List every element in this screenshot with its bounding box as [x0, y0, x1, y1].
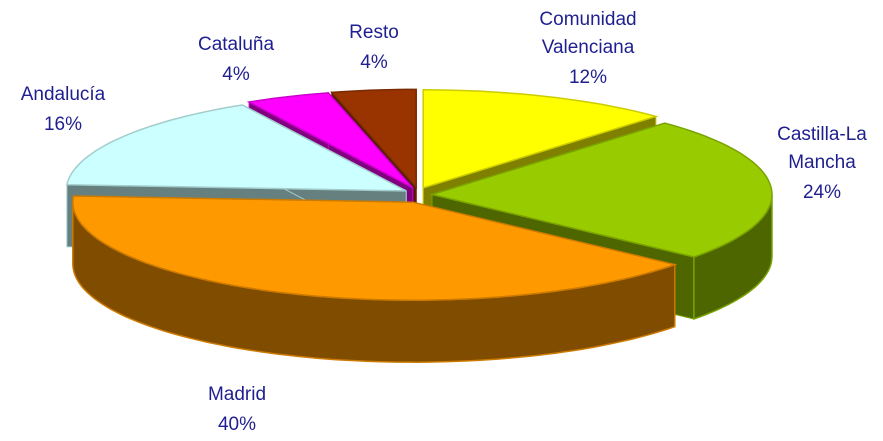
slice-top: [72, 195, 678, 301]
slice-top: [330, 88, 417, 190]
slice: [72, 195, 678, 363]
category-label: Resto: [349, 22, 399, 43]
value-label: 40%: [218, 414, 256, 435]
category-label: Castilla-La Mancha: [777, 124, 867, 173]
value-label: 16%: [44, 114, 82, 135]
data-label: Castilla-La Mancha 24%: [777, 124, 867, 203]
slice-top: [65, 104, 407, 192]
category-label: Andalucía: [21, 84, 106, 105]
data-label: Cataluña 4%: [198, 34, 274, 85]
data-label: Madrid 40%: [208, 384, 266, 435]
value-label: 4%: [222, 64, 250, 85]
value-label: 4%: [360, 52, 388, 73]
category-label-line: Valenciana: [542, 37, 635, 58]
category-label: Comunidad Valenciana: [539, 9, 636, 58]
data-label: Resto 4%: [349, 22, 399, 73]
category-label-line: Mancha: [788, 152, 856, 173]
slice-top: [246, 92, 414, 189]
data-label: Comunidad Valenciana 12%: [539, 9, 636, 88]
value-label: 12%: [569, 67, 607, 88]
category-label: Cataluña: [198, 34, 274, 55]
slice-top: [429, 122, 773, 258]
category-label-line: Comunidad: [539, 9, 636, 30]
category-label: Madrid: [208, 384, 266, 405]
value-label: 24%: [803, 182, 841, 203]
data-label: Andalucía 16%: [21, 84, 106, 135]
slice-top: [422, 89, 659, 189]
category-label-line: Castilla-La: [777, 124, 867, 145]
